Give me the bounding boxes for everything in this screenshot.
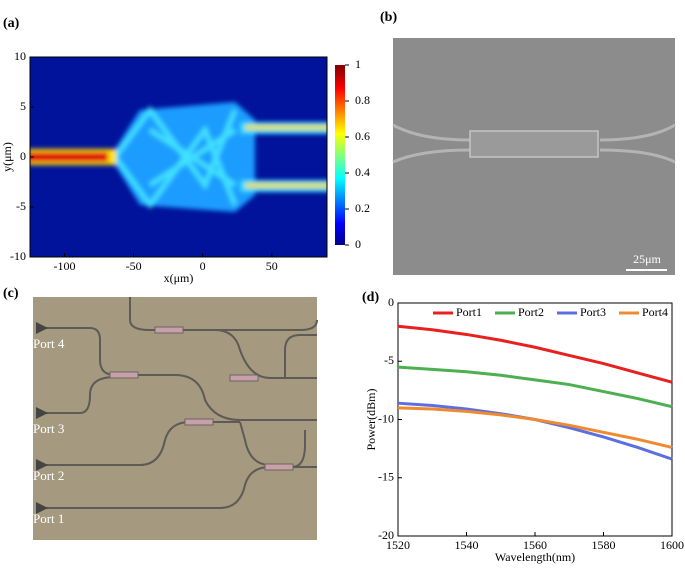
- x-axis-label: Wavelength(nm): [495, 550, 575, 564]
- y-tick-label: -15: [378, 470, 394, 484]
- data-line: [397, 365, 673, 409]
- y-tick-label: 5: [20, 99, 26, 113]
- legend-label: Port1: [456, 305, 482, 319]
- x-tick-label: 0: [200, 259, 206, 273]
- colorbar: [335, 65, 345, 245]
- x-tick-label: 1520: [386, 538, 410, 552]
- data-line: [397, 324, 673, 384]
- port-label: Port 4: [33, 336, 65, 351]
- sem-image: [392, 38, 676, 275]
- legend-label: Port3: [580, 305, 606, 319]
- legend-label: Port2: [518, 305, 544, 319]
- panel-label: (b): [380, 10, 397, 25]
- y-axis-label: Power(dBm): [364, 389, 378, 451]
- x-tick-label: 1540: [455, 538, 479, 552]
- data-line: [397, 406, 673, 449]
- colorbar-tick-label: 0.2: [355, 201, 370, 215]
- y-tick-label: -10: [378, 411, 394, 425]
- x-tick-label: 1560: [523, 538, 547, 552]
- data-line: [397, 401, 673, 461]
- x-tick-label: 1600: [660, 538, 684, 552]
- y-tick-label: 10: [14, 49, 26, 63]
- colorbar-tick-label: 0.4: [355, 165, 370, 179]
- panel-label: (a): [3, 16, 20, 31]
- port-label: Port 3: [33, 421, 64, 436]
- field-map: [30, 57, 327, 257]
- y-tick-label: 0: [20, 149, 26, 163]
- x-tick-label: -50: [126, 259, 142, 273]
- colorbar-tick-label: 0.6: [355, 129, 370, 143]
- colorbar-tick-label: 0.8: [355, 93, 370, 107]
- micrograph: [33, 297, 318, 540]
- y-axis-label: y(μm): [0, 142, 14, 172]
- legend-label: Port4: [642, 305, 668, 319]
- y-tick-label: 0: [388, 295, 394, 309]
- port-label: Port 1: [33, 511, 64, 526]
- x-tick-label: 50: [266, 259, 278, 273]
- port-label: Port 2: [33, 468, 64, 483]
- x-tick-label: 1580: [592, 538, 616, 552]
- x-axis-label: x(μm): [164, 271, 194, 285]
- colorbar-tick-label: 0: [355, 237, 361, 251]
- y-tick-label: -5: [16, 199, 26, 213]
- y-tick-label: -20: [378, 528, 394, 542]
- y-tick-label: -5: [384, 353, 394, 367]
- y-tick-label: -10: [10, 249, 26, 263]
- scale-bar-label: 25μm: [633, 252, 661, 266]
- colorbar-tick-label: 1: [355, 57, 361, 71]
- panel-label: (c): [3, 286, 19, 301]
- panel-label: (d): [362, 290, 379, 305]
- x-tick-label: -100: [54, 259, 76, 273]
